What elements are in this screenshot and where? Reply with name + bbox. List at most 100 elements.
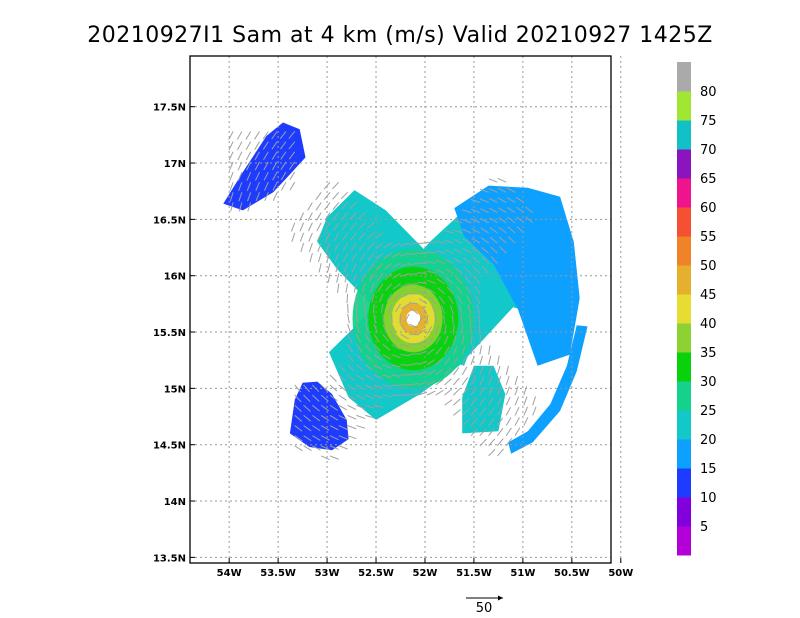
wind-vector bbox=[435, 347, 443, 355]
colorbar-swatch bbox=[677, 497, 691, 527]
wind-vector bbox=[452, 377, 460, 386]
wind-vector bbox=[435, 325, 439, 335]
wind-vector bbox=[357, 212, 366, 220]
wind-vector bbox=[461, 335, 465, 345]
wind-vector bbox=[294, 425, 303, 432]
wind-vector bbox=[417, 281, 428, 285]
wind-vector bbox=[349, 222, 357, 231]
wind-vector bbox=[385, 283, 393, 291]
wind-vector bbox=[444, 367, 452, 376]
wind-vector bbox=[392, 283, 401, 290]
wind-vector bbox=[453, 219, 463, 224]
wind-vector bbox=[435, 259, 445, 264]
wind-vector bbox=[455, 276, 463, 284]
wind-vector bbox=[452, 335, 457, 345]
wind-vector bbox=[408, 242, 419, 246]
wind-vector bbox=[344, 273, 349, 283]
wind-vector bbox=[479, 397, 486, 406]
colorbar-swatch bbox=[677, 265, 691, 295]
wind-vector bbox=[347, 414, 357, 420]
wind-vector bbox=[472, 256, 481, 264]
wind-vector bbox=[391, 323, 397, 333]
storm-eye bbox=[406, 310, 421, 327]
wind-vector bbox=[360, 273, 366, 283]
wind-vector bbox=[349, 212, 357, 220]
wind-vector bbox=[506, 197, 516, 203]
wind-vector bbox=[383, 252, 392, 259]
wind-vector bbox=[480, 237, 489, 244]
wind-vector bbox=[481, 246, 489, 254]
wind-vector bbox=[355, 313, 359, 324]
wind-vector bbox=[272, 192, 278, 201]
wind-vector bbox=[454, 258, 463, 264]
wind-vector bbox=[255, 171, 260, 181]
wind-vector bbox=[332, 191, 340, 200]
wind-vector bbox=[426, 380, 436, 386]
colorbar-swatch bbox=[677, 149, 691, 179]
wind-vector bbox=[426, 326, 433, 335]
wind-vector bbox=[347, 313, 350, 324]
wind-vector bbox=[365, 374, 374, 380]
wind-vector bbox=[351, 252, 357, 262]
wind-vector bbox=[444, 249, 454, 254]
colorbar-swatch bbox=[677, 294, 691, 324]
wind-vector bbox=[237, 141, 243, 151]
wind-vector bbox=[496, 376, 502, 386]
wind-vector bbox=[505, 427, 512, 436]
wind-vector bbox=[320, 425, 330, 431]
wind-vector bbox=[338, 435, 348, 440]
wind-vector bbox=[443, 314, 446, 325]
wind-vector bbox=[326, 252, 331, 263]
wind-vector bbox=[315, 202, 322, 211]
wind-vector bbox=[366, 232, 375, 240]
wind-vector bbox=[329, 394, 338, 402]
wind-vector bbox=[359, 252, 366, 261]
wind-vector bbox=[496, 407, 503, 416]
wind-vector bbox=[347, 394, 356, 401]
wind-vector bbox=[262, 141, 269, 150]
wind-vector bbox=[514, 427, 521, 436]
wind-vector bbox=[392, 262, 401, 269]
y-tick-label: 13.5N bbox=[153, 553, 186, 564]
wind-vector bbox=[391, 354, 401, 359]
wind-vector bbox=[289, 171, 296, 181]
wind-vector bbox=[489, 236, 498, 244]
wind-vector bbox=[364, 334, 371, 343]
y-tick-label: 16N bbox=[164, 272, 186, 283]
wind-vector bbox=[263, 171, 269, 181]
wind-vector bbox=[470, 376, 477, 386]
wind-vector bbox=[409, 352, 419, 356]
wind-vector bbox=[467, 305, 472, 315]
wind-vector bbox=[294, 435, 303, 442]
wind-vector bbox=[444, 230, 454, 234]
wind-vector bbox=[505, 438, 513, 447]
wind-vector bbox=[475, 295, 481, 305]
wind-vector bbox=[453, 229, 463, 234]
wind-vector bbox=[353, 283, 357, 293]
wind-vector bbox=[335, 263, 340, 273]
wind-vector bbox=[505, 376, 510, 386]
wind-vector bbox=[391, 364, 401, 368]
wind-vector bbox=[444, 399, 453, 406]
wind-vector bbox=[480, 208, 489, 214]
wind-vector bbox=[255, 192, 260, 202]
wind-vector bbox=[462, 209, 472, 214]
wind-vector bbox=[320, 414, 330, 421]
wind-vector bbox=[347, 384, 356, 391]
wind-vector bbox=[479, 418, 487, 426]
wind-vector bbox=[323, 192, 331, 200]
wind-vector bbox=[354, 293, 357, 303]
wind-vector bbox=[488, 178, 498, 183]
x-axis: 54W 53.5W 53W 52.5W 52W 51.5W 51W 50.5W 50W bbox=[217, 558, 633, 579]
colorbar-label: 75 bbox=[700, 114, 717, 129]
x-tick-label: 52.5W bbox=[358, 568, 394, 579]
wind-vector bbox=[479, 366, 484, 376]
wind-vector bbox=[288, 131, 296, 139]
wind-vector bbox=[229, 182, 234, 192]
wind-vector bbox=[288, 151, 296, 160]
wind-vector bbox=[426, 337, 434, 345]
wind-vector bbox=[347, 364, 355, 372]
wind-vector bbox=[373, 364, 383, 370]
